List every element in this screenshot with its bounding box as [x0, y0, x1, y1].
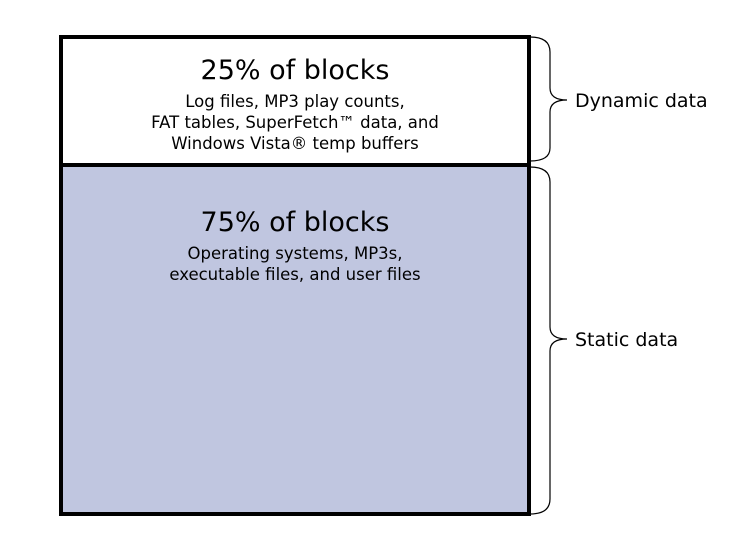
dynamic-data-brace	[530, 37, 567, 161]
static-data-label: Static data	[575, 329, 678, 351]
static-data-brace	[530, 167, 567, 514]
dynamic-data-label: Dynamic data	[575, 90, 708, 112]
